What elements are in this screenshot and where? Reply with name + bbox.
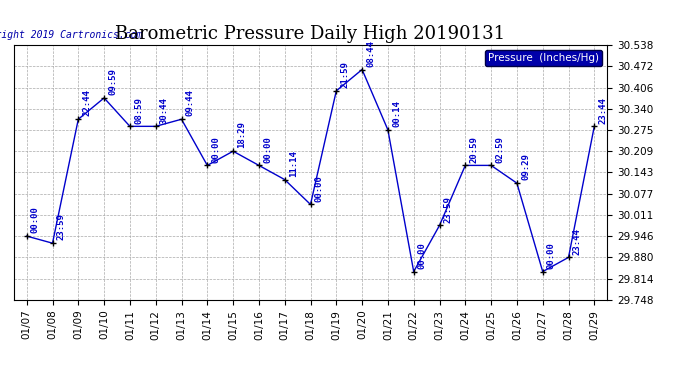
Title: Barometric Pressure Daily High 20190131: Barometric Pressure Daily High 20190131: [115, 26, 506, 44]
Text: 11:14: 11:14: [289, 150, 298, 177]
Text: 00:00: 00:00: [547, 242, 556, 269]
Text: 00:00: 00:00: [31, 206, 40, 233]
Text: 08:59: 08:59: [134, 97, 143, 124]
Text: 30:44: 30:44: [160, 97, 169, 124]
Text: 00:00: 00:00: [315, 175, 324, 202]
Text: 23:59: 23:59: [57, 213, 66, 240]
Text: 00:14: 00:14: [392, 100, 401, 127]
Text: 22:44: 22:44: [83, 90, 92, 117]
Text: 02:59: 02:59: [495, 136, 504, 163]
Text: 00:00: 00:00: [211, 136, 221, 163]
Legend: Pressure  (Inches/Hg): Pressure (Inches/Hg): [485, 50, 602, 66]
Text: 00:00: 00:00: [418, 242, 427, 269]
Text: 09:29: 09:29: [521, 153, 530, 180]
Text: 20:59: 20:59: [469, 136, 478, 163]
Text: 21:59: 21:59: [340, 61, 349, 88]
Text: Copyright 2019 Cartronics.com: Copyright 2019 Cartronics.com: [0, 30, 143, 40]
Text: 23:59: 23:59: [444, 196, 453, 223]
Text: 09:59: 09:59: [108, 68, 117, 95]
Text: 23:44: 23:44: [573, 228, 582, 255]
Text: 23:44: 23:44: [598, 97, 607, 124]
Text: 08:44: 08:44: [366, 40, 375, 67]
Text: 09:44: 09:44: [186, 90, 195, 117]
Text: 00:00: 00:00: [263, 136, 272, 163]
Text: 18:29: 18:29: [237, 122, 246, 148]
